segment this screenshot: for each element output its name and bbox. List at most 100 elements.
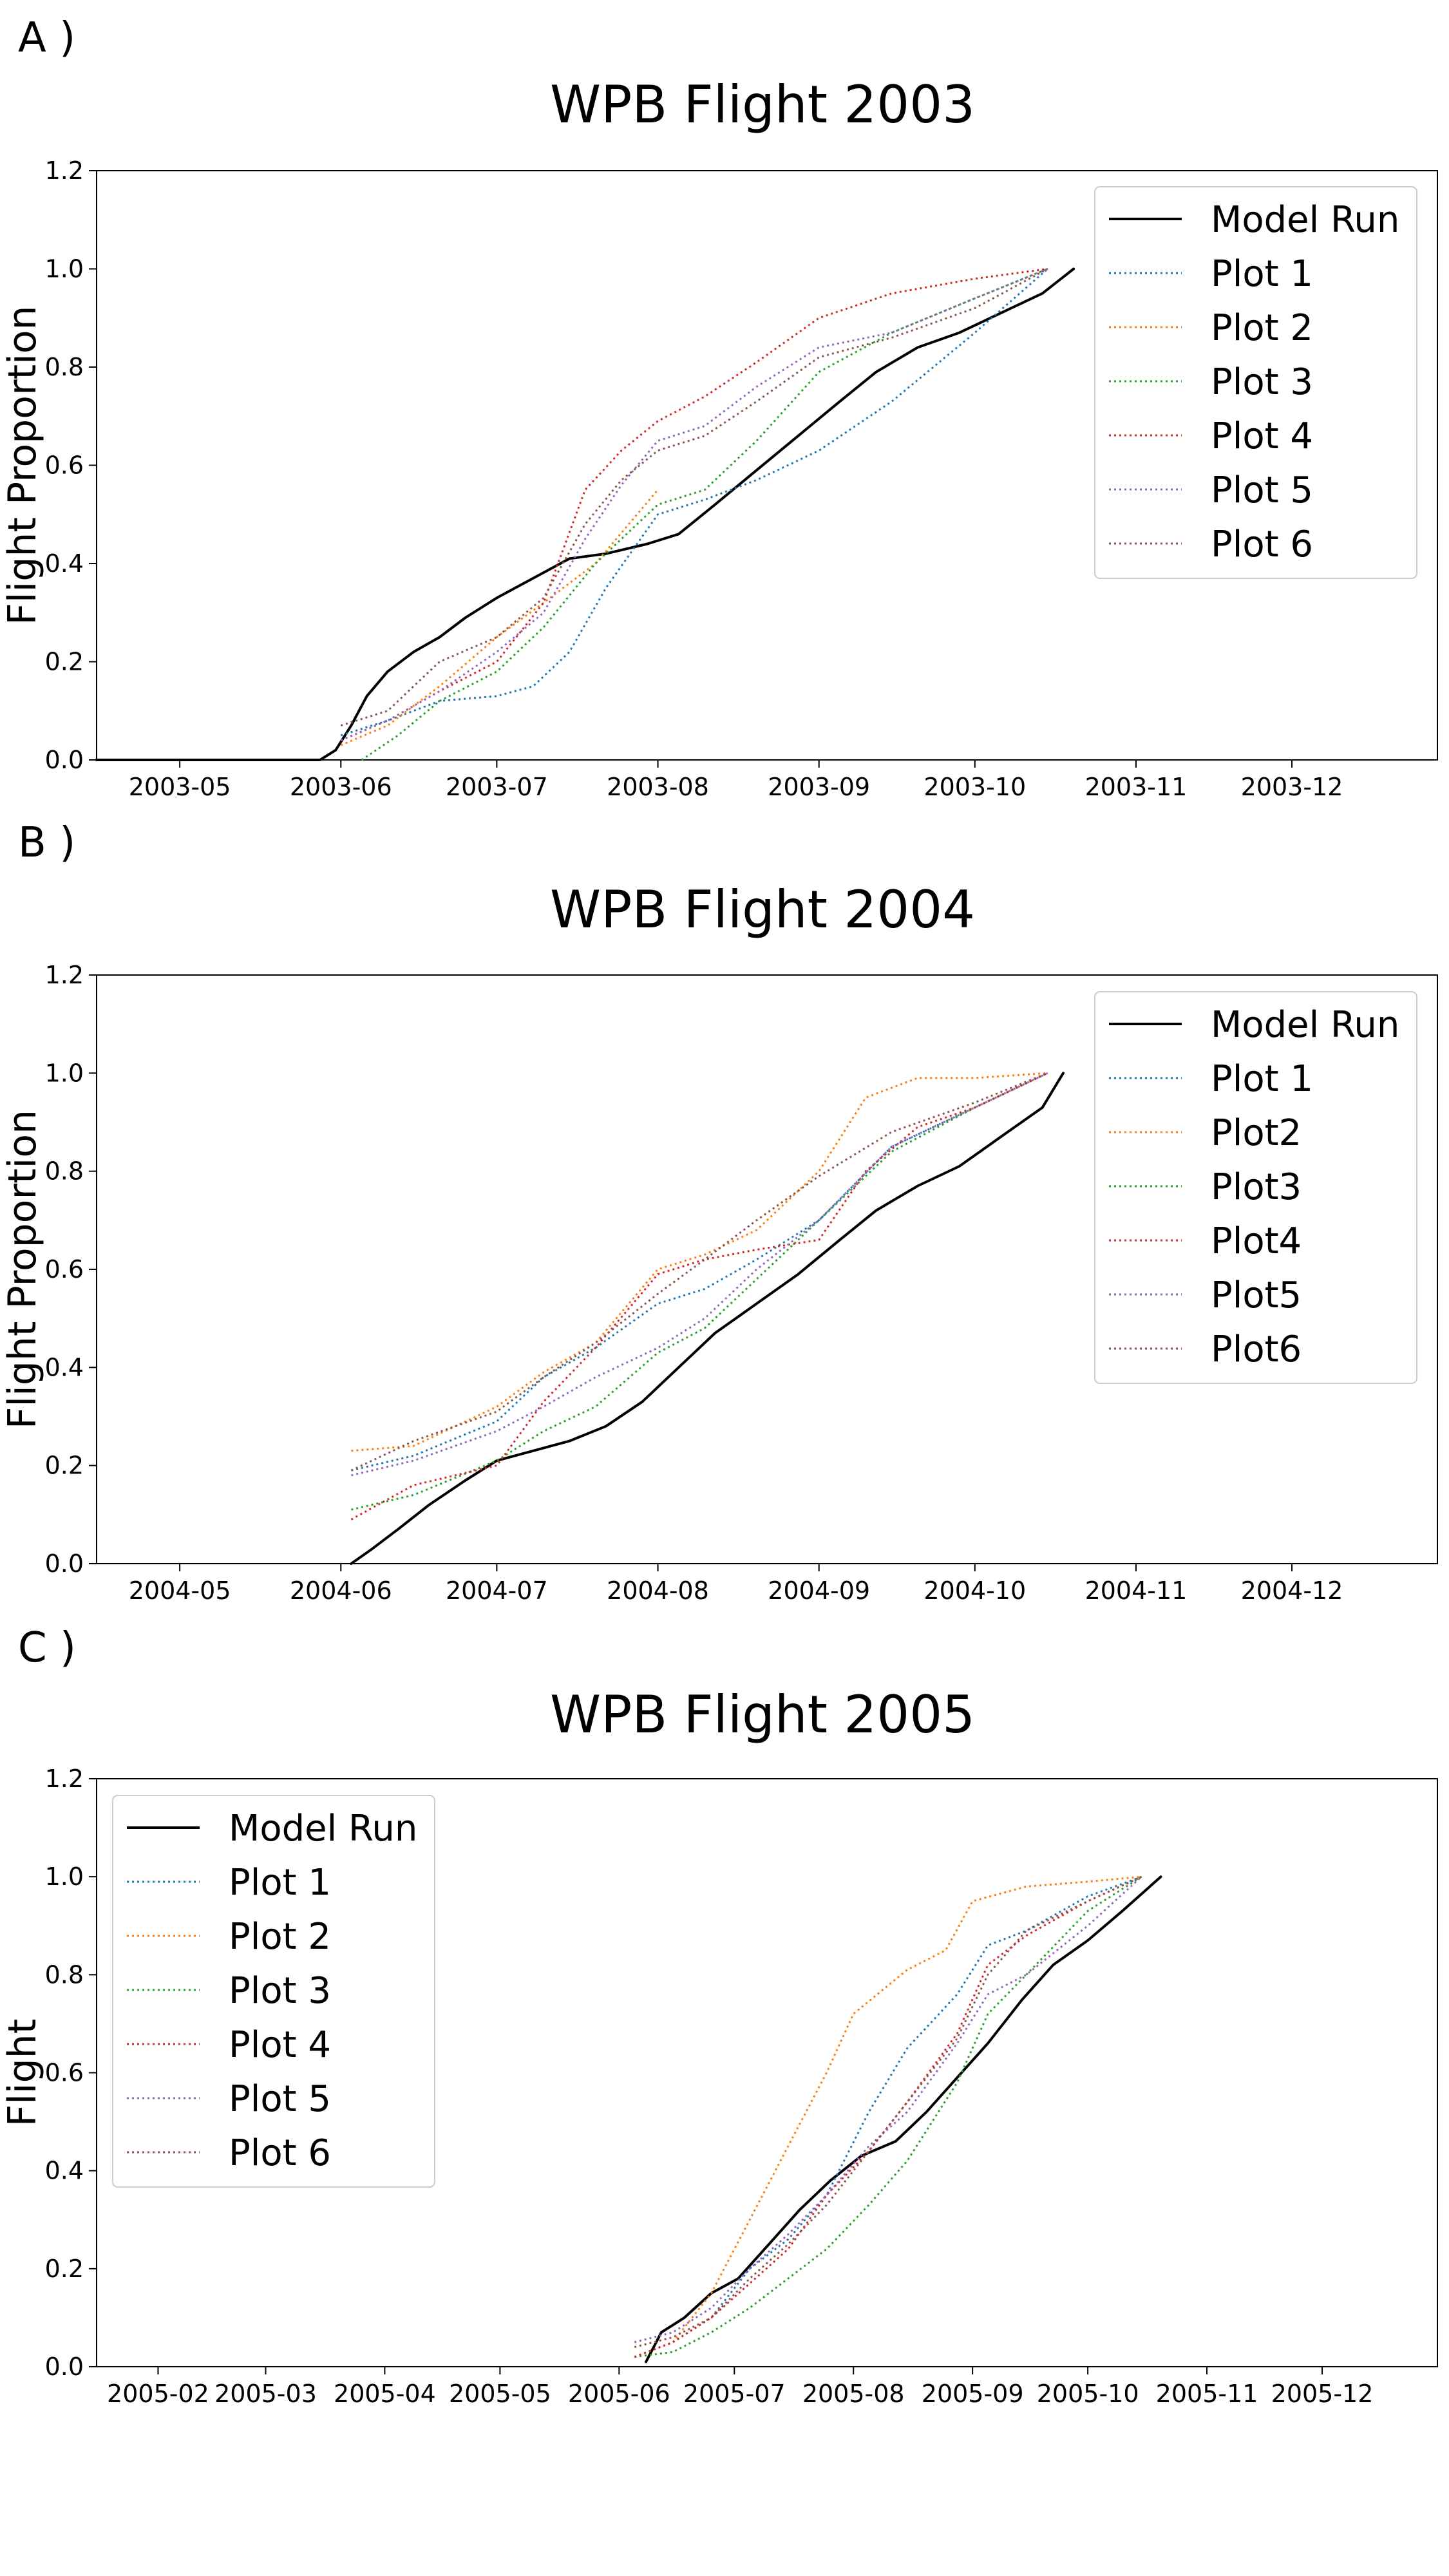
y-tick-label: 0.2 [45, 2255, 84, 2283]
x-tick-label: 2003-05 [129, 773, 231, 801]
y-tick-label: 0.6 [45, 2059, 84, 2087]
series-line-model-run [645, 1875, 1162, 2363]
y-axis-label: Flight Proportion [0, 1110, 45, 1429]
legend-label: Model Run [1211, 1004, 1399, 1046]
y-tick-label: 0.6 [45, 1255, 84, 1283]
x-tick-label: 2004-05 [129, 1577, 231, 1605]
y-tick-label: 1.2 [45, 156, 84, 185]
series-line-plot-5 [340, 268, 1048, 741]
x-tick-label: 2003-06 [290, 773, 392, 801]
x-tick-label: 2004-12 [1241, 1577, 1343, 1605]
x-tick-label: 2005-06 [568, 2380, 670, 2408]
panel-label: B ) [18, 819, 75, 867]
legend-label: Plot 6 [229, 2132, 331, 2174]
x-tick-label: 2004-06 [290, 1577, 392, 1605]
y-tick-label: 0.8 [45, 353, 84, 381]
x-tick-label: 2003-10 [923, 773, 1026, 801]
y-tick-label: 0.0 [45, 746, 84, 774]
series-line-plot-5 [634, 1876, 1142, 2344]
series-line-plot-1 [351, 1072, 1048, 1472]
y-tick-label: 0.0 [45, 2353, 84, 2381]
x-tick-label: 2005-09 [922, 2380, 1024, 2408]
series-line-model-run [350, 1072, 1065, 1565]
legend-label: Plot 1 [1211, 253, 1313, 295]
x-tick-label: 2003-08 [607, 773, 709, 801]
legend-label: Model Run [1211, 199, 1399, 241]
legend-label: Plot 3 [1211, 361, 1313, 403]
series-line-plot-2 [340, 489, 659, 746]
y-tick-label: 1.2 [45, 1765, 84, 1793]
y-tick-label: 1.0 [45, 1862, 84, 1891]
x-tick-label: 2003-11 [1085, 773, 1188, 801]
chart-title: WPB Flight 2004 [550, 880, 975, 940]
legend-label: Plot3 [1211, 1166, 1302, 1208]
y-axis-label: Flight Proportion [0, 305, 45, 625]
chart-title: WPB Flight 2005 [550, 1685, 975, 1745]
legend-label: Plot 1 [1211, 1058, 1313, 1100]
x-tick-label: 2005-10 [1037, 2380, 1139, 2408]
legend-label: Plot6 [1211, 1329, 1302, 1370]
series-line-plot-3 [351, 1072, 1048, 1511]
x-tick-label: 2005-03 [214, 2380, 317, 2408]
legend-label: Plot2 [1211, 1112, 1302, 1154]
legend-label: Plot 2 [1211, 307, 1313, 349]
legend-label: Model Run [229, 1808, 417, 1850]
legend-label: Plot 1 [229, 1862, 331, 1904]
x-tick-label: 2005-02 [107, 2380, 209, 2408]
x-tick-label: 2005-07 [683, 2380, 786, 2408]
y-tick-label: 0.4 [45, 2157, 84, 2185]
y-axis-label: Flight [0, 2019, 45, 2127]
y-tick-label: 1.2 [45, 961, 84, 989]
series-line-plot-6 [340, 268, 1048, 727]
series-line-plot-1 [340, 268, 1048, 737]
panel-label: C ) [18, 1624, 76, 1672]
legend-label: Plot5 [1211, 1274, 1302, 1316]
x-tick-label: 2005-04 [334, 2380, 436, 2408]
x-tick-label: 2005-12 [1271, 2380, 1374, 2408]
legend-label: Plot 4 [1211, 415, 1313, 457]
series-line-plot-4 [634, 1875, 1142, 2358]
series-line-plot-2 [634, 1875, 1142, 2358]
x-tick-label: 2004-07 [446, 1577, 548, 1605]
legend-label: Plot 5 [1211, 469, 1313, 511]
legend-label: Plot 4 [229, 2024, 331, 2066]
x-tick-label: 2004-10 [923, 1577, 1026, 1605]
x-tick-label: 2004-11 [1085, 1577, 1188, 1605]
x-tick-label: 2003-09 [768, 773, 870, 801]
panel-label: A ) [18, 14, 75, 62]
legend-label: Plot 6 [1211, 524, 1313, 565]
legend-label: Plot 2 [229, 1916, 331, 1958]
legend-label: Plot4 [1211, 1220, 1302, 1262]
y-tick-label: 0.8 [45, 1157, 84, 1186]
x-tick-label: 2005-11 [1156, 2380, 1258, 2408]
y-tick-label: 0.2 [45, 648, 84, 676]
series-line-plot-2 [351, 1072, 1048, 1452]
y-tick-label: 0.8 [45, 1960, 84, 1989]
y-tick-label: 1.0 [45, 255, 84, 283]
x-tick-label: 2004-09 [768, 1577, 870, 1605]
y-tick-label: 0.0 [45, 1549, 84, 1578]
chart-title: WPB Flight 2003 [550, 75, 975, 135]
y-tick-label: 0.4 [45, 549, 84, 578]
series-line-plot-3 [361, 268, 1048, 761]
x-tick-label: 2004-08 [607, 1577, 709, 1605]
y-tick-label: 0.2 [45, 1452, 84, 1480]
y-tick-label: 0.6 [45, 451, 84, 480]
series-line-plot-4 [350, 1072, 1048, 1520]
x-tick-label: 2005-05 [449, 2380, 551, 2408]
series-line-plot-1 [634, 1875, 1142, 2358]
x-tick-label: 2003-07 [446, 773, 548, 801]
legend [1094, 991, 1417, 1384]
series-line-plot-6 [634, 1875, 1142, 2349]
x-tick-label: 2003-12 [1241, 773, 1343, 801]
y-tick-label: 1.0 [45, 1059, 84, 1087]
x-tick-label: 2005-08 [802, 2380, 905, 2408]
series-line-plot-3 [634, 1875, 1142, 2358]
legend-label: Plot 5 [229, 2078, 331, 2120]
series-line-plot-6 [350, 1072, 1048, 1472]
legend [1094, 186, 1417, 579]
series-line-plot-5 [351, 1072, 1048, 1477]
legend-label: Plot 3 [229, 1970, 331, 2012]
y-tick-label: 0.4 [45, 1353, 84, 1381]
